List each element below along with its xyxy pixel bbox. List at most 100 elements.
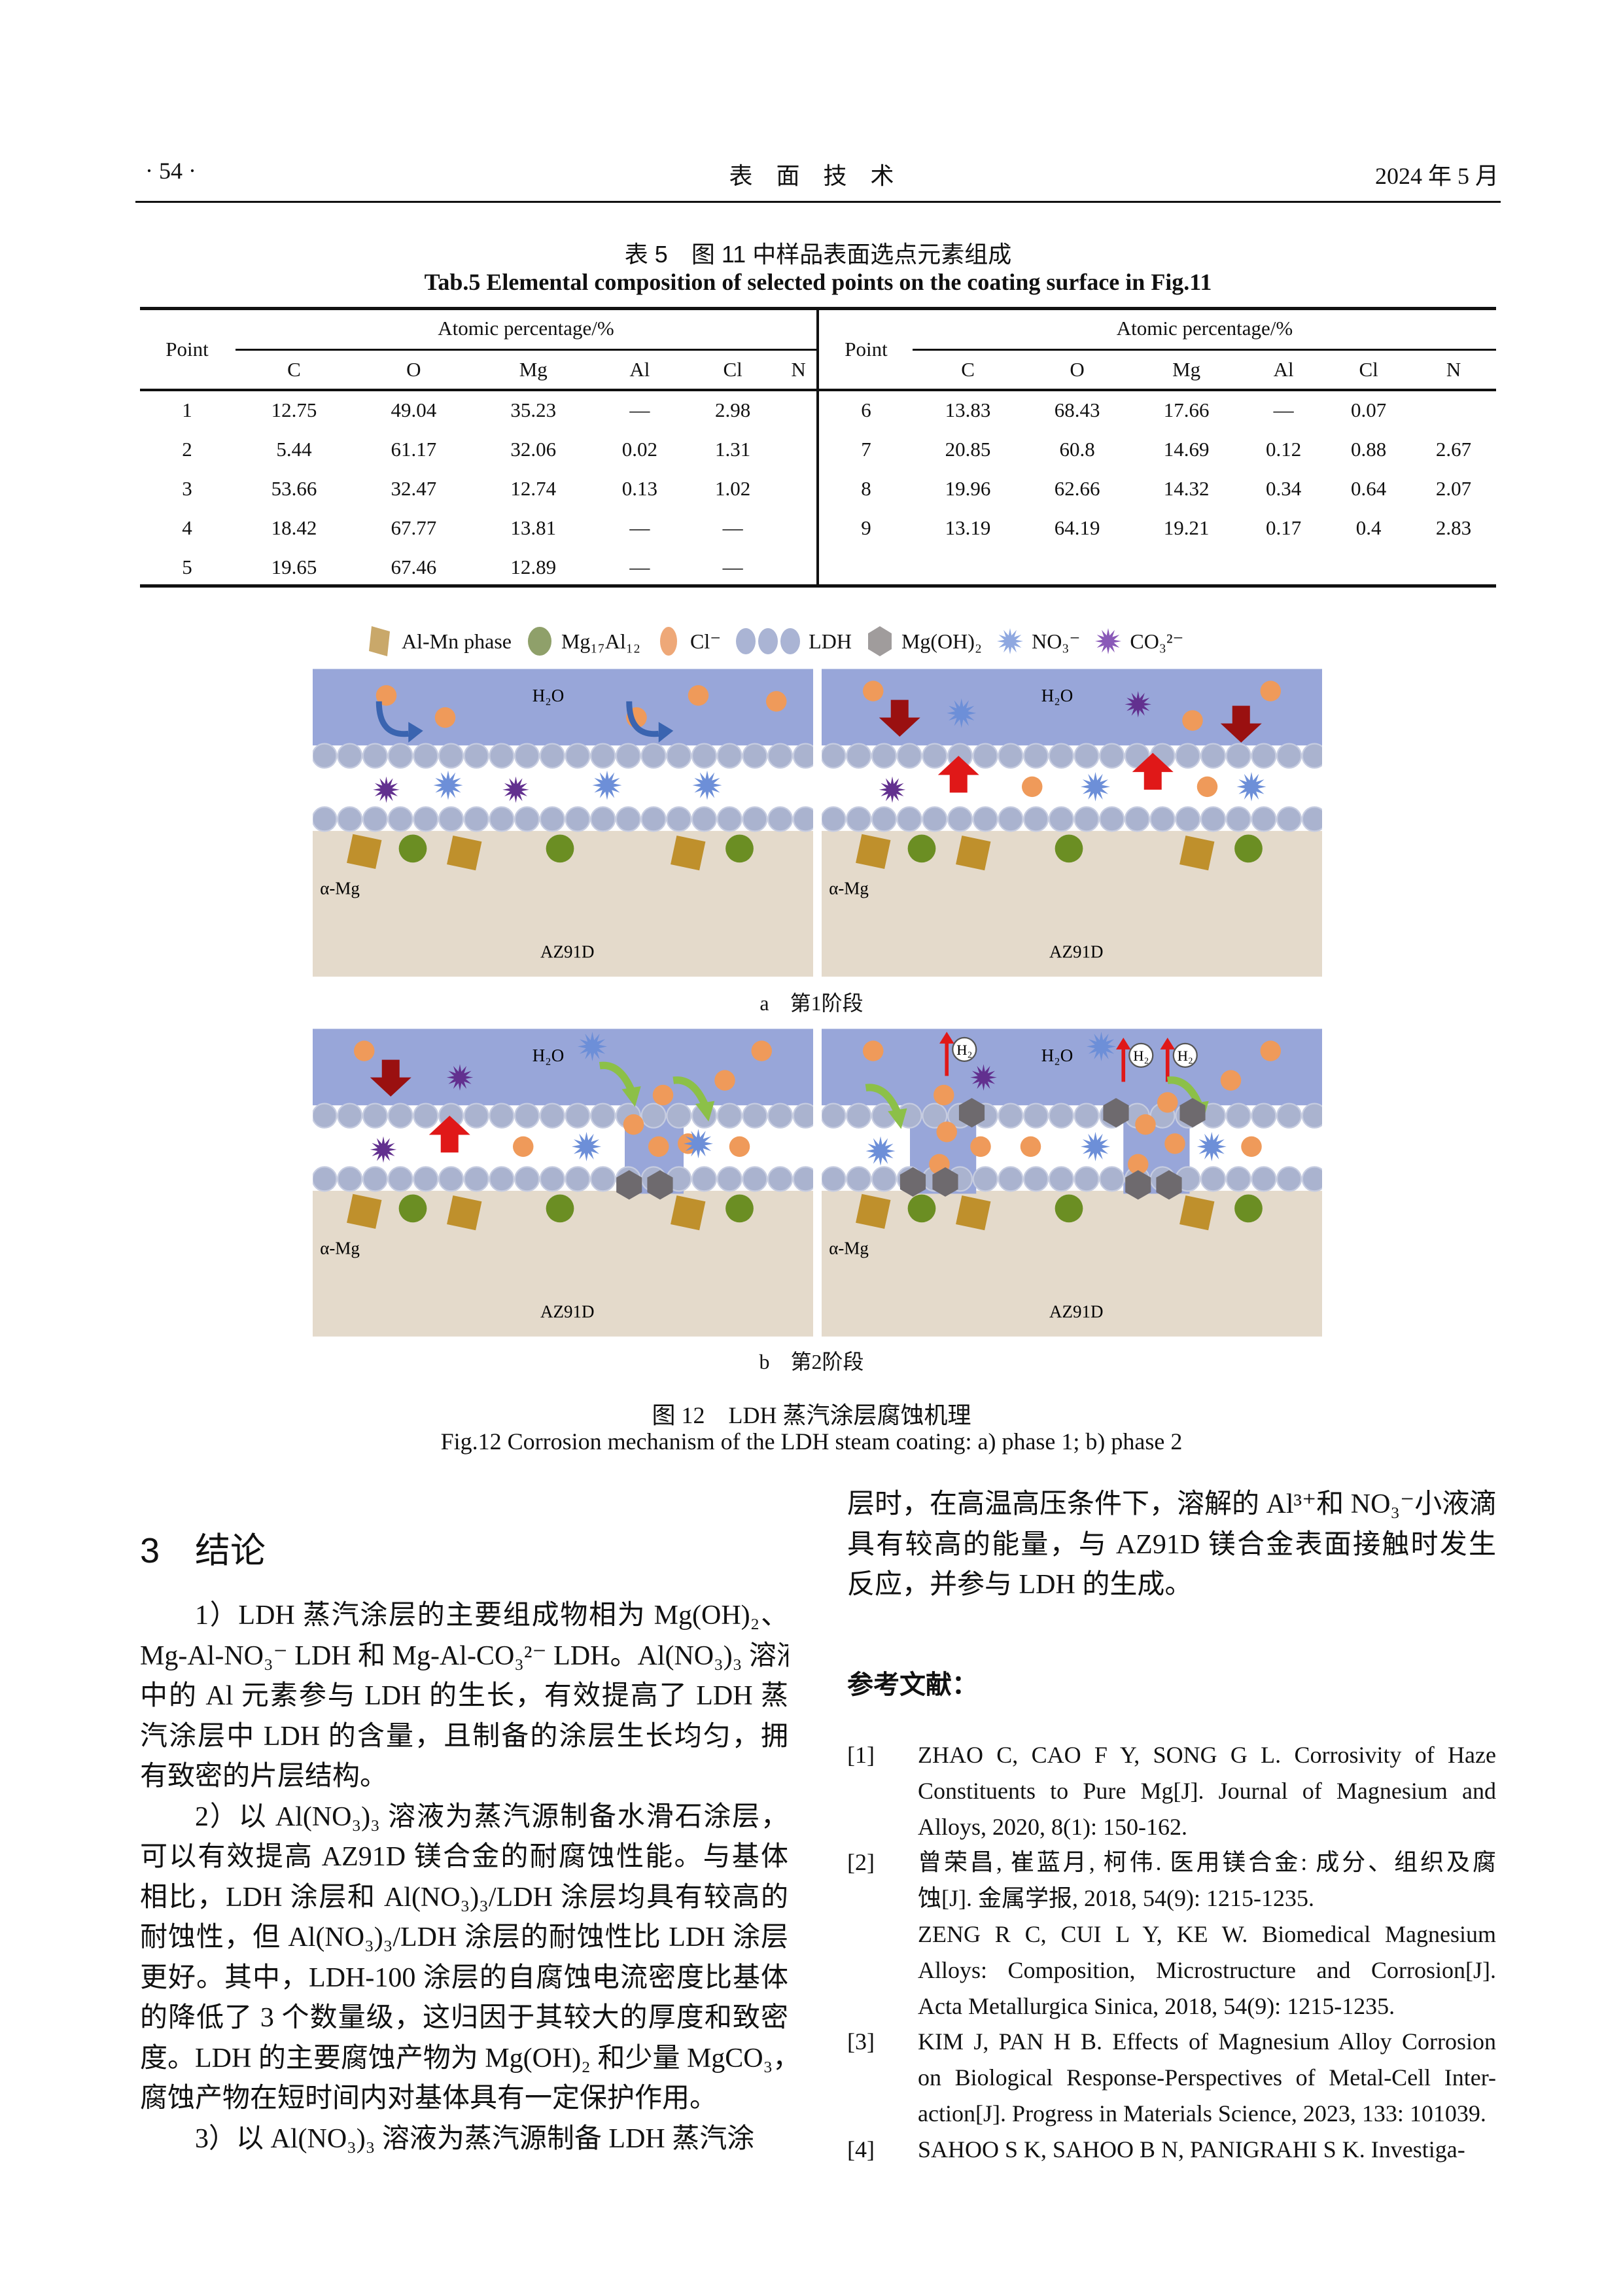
text-line: 腐蚀产物在短时间内对基体具有一定保护作用。 xyxy=(140,2083,718,2113)
mg17al12-phase xyxy=(725,1194,754,1223)
co3-ion xyxy=(370,1136,397,1163)
table-cell: 67.46 xyxy=(391,556,437,578)
reference-item: [4] SAHOO S K, SAHOO B N, PANIGRAHI S K. … xyxy=(847,2132,1496,2168)
text-line: 1）LDH 蒸汽涂层的主要组成物相为 Mg(OH)₂、 xyxy=(195,1600,788,1631)
text-line: 的降低了 3 个数量级，这归因于其较大的厚度和致密 xyxy=(140,2003,788,2033)
legend-label: Cl⁻ xyxy=(690,629,722,653)
ldh-particle xyxy=(846,1166,872,1192)
mgoh2-product xyxy=(1179,1098,1206,1128)
cl-ion xyxy=(1020,1136,1041,1157)
water-label: H₂O xyxy=(532,1046,564,1065)
substrate-label: AZ91D xyxy=(540,942,595,961)
ldh-particle xyxy=(413,1166,439,1192)
table-cell: 17.66 xyxy=(1163,398,1210,421)
cl-ion xyxy=(652,1084,674,1106)
ldh-particle xyxy=(387,1103,413,1129)
ldh-particle xyxy=(716,806,742,832)
cl-ion xyxy=(1196,776,1218,798)
ldh-particle xyxy=(1276,1103,1302,1129)
ldh-circles-icon xyxy=(736,628,801,654)
mgoh2-product xyxy=(1103,1098,1129,1128)
table-cell: 0.34 xyxy=(1266,477,1302,500)
cl-ion xyxy=(375,685,397,706)
substrate-label: AZ91D xyxy=(540,1301,595,1321)
cl-ion xyxy=(863,1040,884,1061)
green-arrow-icon xyxy=(672,1076,709,1108)
ldh-particle xyxy=(1099,743,1125,769)
ldh-particle xyxy=(792,743,813,769)
text-line: 相比，LDH 涂层和 Al(NO₃)₃/LDH 涂层均具有较高的 xyxy=(140,1882,788,1913)
table-cell: 61.17 xyxy=(391,438,437,461)
figure-legend: Al-Mn phase Mg₁₇Al₁₂ Cl⁻ LDH Mg(OH)₂ NO₃⁻ CO₃²… xyxy=(366,622,1269,661)
table-right: Point Atomic percentage/% C O Mg Al Cl N 6 13.83 6… xyxy=(819,308,1496,548)
ldh-particle xyxy=(998,743,1024,769)
ldh-particle xyxy=(691,1166,718,1192)
table-row: 5 19.65 67.46 12.89 — — xyxy=(140,548,818,587)
table-cell: — xyxy=(629,516,650,539)
table-cell: 2.83 xyxy=(1435,516,1472,539)
cl-ion xyxy=(1128,1154,1149,1175)
water-label: H₂O xyxy=(532,686,564,705)
ldh-particle xyxy=(1200,743,1227,769)
legend-item: Al-Mn phase xyxy=(366,622,512,661)
no3-ion xyxy=(433,770,463,800)
table-cell: 5 xyxy=(182,556,192,578)
figure-caption-cn: 图 12 LDH 蒸汽涂层腐蚀机理 xyxy=(652,1402,971,1428)
table-cell xyxy=(779,469,818,508)
co3-ion xyxy=(373,776,400,804)
ldh-particle xyxy=(1276,806,1302,832)
legend-item: Mg(OH)₂ xyxy=(866,622,982,661)
text-line: 汽涂层中 LDH 的含量，且制备的涂层生长均匀，拥 xyxy=(140,1721,788,1752)
ldh-particle xyxy=(1200,1166,1227,1192)
table-divider xyxy=(816,308,819,586)
ldh-particle xyxy=(413,743,439,769)
ldh-particle xyxy=(539,743,565,769)
reference-line: action[J]. Progress in Materials Science… xyxy=(918,2100,1486,2127)
ldh-particle xyxy=(1099,806,1125,832)
ldh-particle xyxy=(489,1166,515,1192)
table-cell: 13.83 xyxy=(945,398,991,421)
column-header: N xyxy=(791,358,806,381)
alpha-mg-label: α-Mg xyxy=(829,1239,869,1258)
ldh-particle xyxy=(1048,1166,1074,1192)
table-cell: 0.07 xyxy=(1350,398,1387,421)
ldh-particle xyxy=(1301,743,1322,769)
ldh-particle xyxy=(413,806,439,832)
ldh-particle xyxy=(1023,1103,1049,1129)
group-header: Atomic percentage/% xyxy=(438,317,614,340)
ldh-particle xyxy=(1149,806,1176,832)
header-rule xyxy=(135,201,1501,203)
ldh-particle xyxy=(1301,1166,1322,1192)
table-cell: 3 xyxy=(182,477,192,500)
ldh-particle xyxy=(922,806,948,832)
water-label: H₂O xyxy=(1041,1046,1073,1065)
co3-ion xyxy=(446,1064,474,1091)
no3-ion xyxy=(692,770,722,800)
table-cell: 12.89 xyxy=(510,556,557,578)
arrow-down-icon xyxy=(370,1059,411,1097)
ldh-particle xyxy=(387,743,413,769)
group-rule-right xyxy=(913,349,1496,351)
ldh-particle xyxy=(792,1103,813,1129)
ldh-particle xyxy=(489,743,515,769)
reference-item: [2] 曾荣昌, 崔蓝月, 柯伟. 医用镁合金: 成分、组织及腐 蚀[J]. 金属学… xyxy=(847,1845,1496,2024)
al-mn-phase xyxy=(347,1193,382,1229)
ldh-particle xyxy=(463,1103,489,1129)
table-left: Point Atomic percentage/% C O Mg Al Cl N 1 12.75 4… xyxy=(140,308,818,587)
al-mn-phase xyxy=(856,834,891,870)
ldh-particle xyxy=(514,806,540,832)
ldh-particle xyxy=(438,743,464,769)
ldh-particle xyxy=(716,743,742,769)
arrow-up-icon xyxy=(937,756,979,793)
mg17al12-phase xyxy=(1055,1194,1083,1223)
cl-ion xyxy=(513,1136,534,1157)
legend-item: NO₃⁻ xyxy=(996,622,1080,661)
legend-item: Cl⁻ xyxy=(655,622,721,661)
ldh-particle xyxy=(1225,743,1251,769)
ldh-particle xyxy=(998,1166,1024,1192)
table-cell: 12.75 xyxy=(271,398,317,421)
al-mn-phase xyxy=(856,1193,891,1229)
table-cell: 20.85 xyxy=(945,438,991,461)
water-label: H₂O xyxy=(1041,686,1073,705)
ldh-particle xyxy=(1048,1103,1074,1129)
